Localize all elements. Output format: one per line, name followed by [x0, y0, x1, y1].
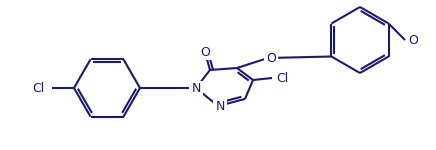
Text: Cl: Cl — [32, 81, 44, 94]
Text: O: O — [266, 51, 276, 64]
Text: O: O — [200, 45, 210, 58]
Text: N: N — [191, 82, 201, 96]
Text: Cl: Cl — [276, 72, 288, 84]
Text: O: O — [408, 33, 418, 46]
Text: N: N — [215, 100, 225, 114]
